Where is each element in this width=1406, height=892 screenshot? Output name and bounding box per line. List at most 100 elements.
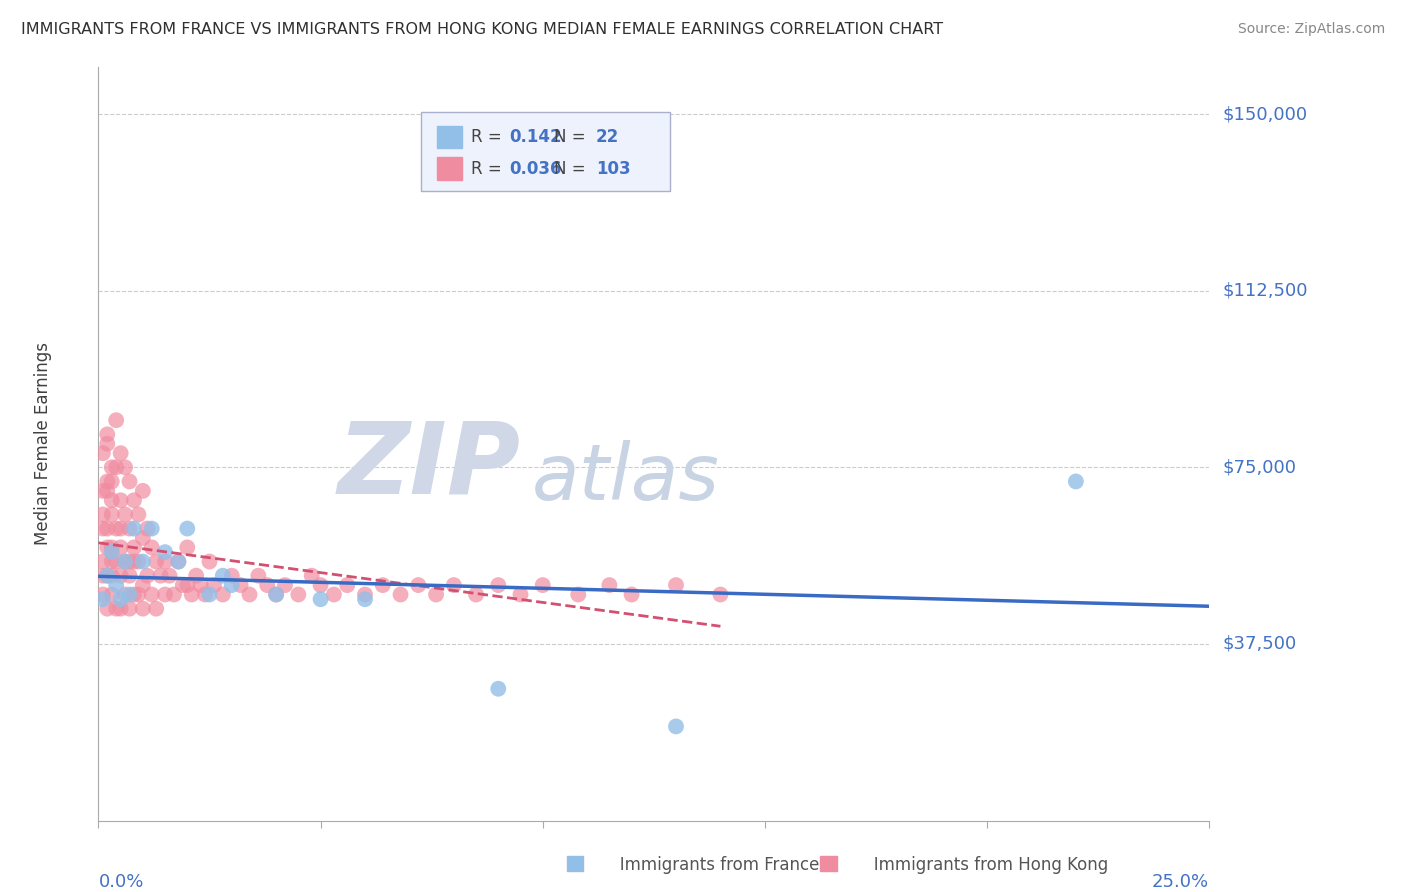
Point <box>132 578 155 592</box>
Point <box>110 541 132 555</box>
Point <box>141 541 163 555</box>
Point <box>309 578 332 592</box>
Point <box>322 587 344 601</box>
Point <box>709 587 731 601</box>
Point <box>221 578 243 592</box>
Point <box>180 587 202 601</box>
Point <box>114 587 136 601</box>
Text: IMMIGRANTS FROM FRANCE VS IMMIGRANTS FROM HONG KONG MEDIAN FEMALE EARNINGS CORRE: IMMIGRANTS FROM FRANCE VS IMMIGRANTS FRO… <box>21 22 943 37</box>
Point <box>443 578 465 592</box>
Point <box>186 568 208 582</box>
Point <box>110 446 132 460</box>
Point <box>354 587 377 601</box>
Point <box>122 587 145 601</box>
Point <box>91 522 114 536</box>
Point <box>100 508 122 522</box>
Point <box>465 587 488 601</box>
Point <box>167 555 190 569</box>
Point <box>665 578 688 592</box>
Point <box>105 413 128 427</box>
Point <box>110 522 132 536</box>
Point <box>122 493 145 508</box>
Bar <box>567 856 583 871</box>
Point <box>336 578 359 592</box>
Point <box>127 555 149 569</box>
Point <box>114 508 136 522</box>
Point <box>425 587 447 601</box>
Point <box>96 427 118 442</box>
Text: 103: 103 <box>596 160 631 178</box>
Point <box>100 541 122 555</box>
Point <box>172 578 194 592</box>
Point <box>153 545 176 559</box>
Point <box>100 568 122 582</box>
Point <box>141 587 163 601</box>
Point <box>118 475 141 489</box>
Point <box>153 587 176 601</box>
Text: R =: R = <box>471 128 506 146</box>
Point <box>100 555 122 569</box>
Point <box>194 587 217 601</box>
Point <box>105 555 128 569</box>
Point <box>238 587 260 601</box>
Point <box>105 601 128 615</box>
Point <box>110 592 132 607</box>
Point <box>110 568 132 582</box>
Text: 0.142: 0.142 <box>509 128 562 146</box>
Bar <box>437 126 461 148</box>
Text: 0.0%: 0.0% <box>98 873 143 891</box>
Point <box>149 568 172 582</box>
Point <box>198 587 221 601</box>
Point <box>91 555 114 569</box>
Point <box>176 522 198 536</box>
Point <box>486 681 509 696</box>
Point <box>202 578 225 592</box>
Point <box>221 568 243 582</box>
Point <box>105 460 128 475</box>
Point <box>371 578 394 592</box>
Point <box>159 568 181 582</box>
Text: $75,000: $75,000 <box>1222 458 1296 476</box>
Point <box>96 436 118 450</box>
Point <box>91 446 114 460</box>
Point <box>132 555 155 569</box>
Point <box>167 555 190 569</box>
Point <box>96 522 118 536</box>
Text: Median Female Earnings: Median Female Earnings <box>34 343 52 545</box>
Bar <box>820 856 837 871</box>
Text: N =: N = <box>554 128 591 146</box>
Point <box>122 555 145 569</box>
Point <box>96 483 118 498</box>
Point <box>665 719 688 733</box>
Text: Immigrants from France: Immigrants from France <box>583 856 820 874</box>
Point <box>91 587 114 601</box>
Point <box>122 541 145 555</box>
Point <box>145 555 167 569</box>
Point <box>114 555 136 569</box>
Point <box>136 522 159 536</box>
Point <box>96 601 118 615</box>
Point <box>127 508 149 522</box>
Point <box>91 483 114 498</box>
Point <box>118 555 141 569</box>
Point <box>153 555 176 569</box>
Point <box>91 508 114 522</box>
Point <box>91 568 114 582</box>
Point <box>100 475 122 489</box>
Point <box>132 601 155 615</box>
Point <box>118 568 141 582</box>
Point <box>110 601 132 615</box>
Point <box>354 592 377 607</box>
Point <box>145 601 167 615</box>
Point <box>598 578 620 592</box>
Point <box>114 555 136 569</box>
Text: atlas: atlas <box>531 440 720 516</box>
FancyBboxPatch shape <box>420 112 671 191</box>
Point <box>100 460 122 475</box>
Point <box>118 522 141 536</box>
Point <box>229 578 252 592</box>
Text: ZIP: ZIP <box>337 417 520 515</box>
Point <box>256 578 278 592</box>
Point <box>105 522 128 536</box>
Point <box>176 541 198 555</box>
